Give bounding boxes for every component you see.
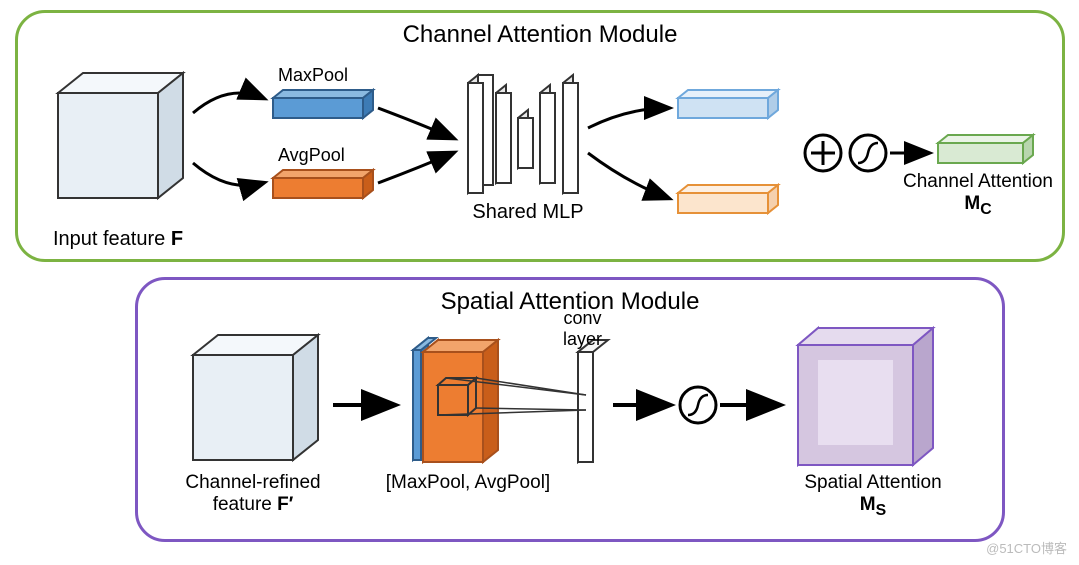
spatial-attention-module: Spatial Attention Module xyxy=(135,277,1005,542)
plus-icon xyxy=(805,135,841,171)
sigmoid-icon-spatial xyxy=(680,387,716,423)
conv-slab xyxy=(578,340,608,462)
maxpool-label: MaxPool xyxy=(278,65,348,86)
maxpool-bar xyxy=(273,90,373,118)
channel-attn-label: Channel AttentionMC xyxy=(888,171,1068,219)
watermark: @51CTO博客 xyxy=(986,538,1067,557)
out-blue-bar xyxy=(678,90,778,118)
avgpool-bar xyxy=(273,170,373,198)
channel-attention-module: Channel Attention Module xyxy=(15,10,1065,262)
spatial-attn-label: Spatial AttentionMS xyxy=(778,472,968,520)
pool-slabs xyxy=(413,338,498,462)
conv-label: convlayer xyxy=(563,308,602,350)
shared-mlp-label: Shared MLP xyxy=(458,201,598,224)
pool-label: [MaxPool, AvgPool] xyxy=(378,472,558,494)
avgpool-label: AvgPool xyxy=(278,145,345,166)
out-orange-bar xyxy=(678,185,778,213)
spatial-input-cube xyxy=(193,335,318,460)
channel-attn-bar xyxy=(938,135,1033,163)
arrow-mlp-outorange xyxy=(588,153,668,198)
arrow-avgpool-mlp xyxy=(378,153,453,183)
arrow-to-maxpool xyxy=(193,93,263,113)
spatial-input-label: Channel-refinedfeature F′ xyxy=(168,472,338,516)
input-feature-label: Input feature F xyxy=(38,228,198,251)
arrow-to-avgpool xyxy=(193,163,263,186)
spatial-attn-slab xyxy=(798,328,933,465)
shared-mlp xyxy=(468,75,578,193)
sigmoid-icon xyxy=(850,135,886,171)
arrow-maxpool-mlp xyxy=(378,108,453,138)
arrow-mlp-outblue xyxy=(588,108,668,128)
input-cube xyxy=(58,73,183,198)
